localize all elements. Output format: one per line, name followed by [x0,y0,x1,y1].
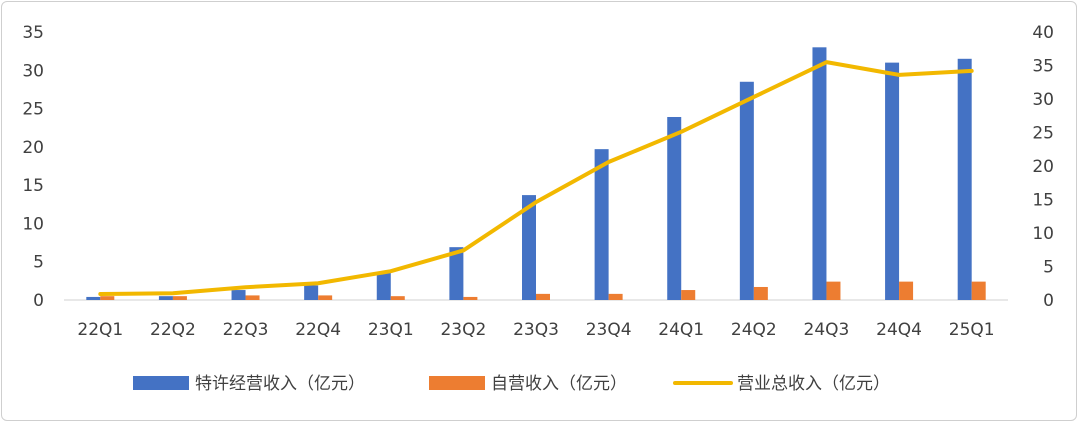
right-tick-label: 35 [1032,57,1054,77]
line-series [98,60,974,296]
legend-bar-swatch [429,376,485,390]
legend-label: 营业总收入（亿元） [737,374,890,394]
right-tick-label: 10 [1032,224,1054,244]
right-tick-label: 40 [1032,23,1054,43]
bar [318,295,333,300]
bar [812,47,827,300]
bar [608,293,623,300]
bar [826,281,841,300]
left-tick-label: 20 [22,138,44,158]
bar [899,281,914,300]
right-axis: 0 5 10 15 20 25 30 35 40 [1032,23,1054,311]
bar [681,290,696,300]
bar [885,62,900,300]
right-tick-label: 25 [1032,124,1054,144]
x-tick-label: 22Q3 [223,320,269,340]
x-tick-label: 24Q4 [876,320,922,340]
x-tick-label: 22Q1 [77,320,123,340]
line-total-revenue [98,60,974,296]
x-tick-label: 24Q2 [731,320,777,340]
x-tick-label: 22Q4 [295,320,341,340]
right-tick-label: 30 [1032,90,1054,110]
bar [231,290,246,300]
legend-bar-swatch [133,376,189,390]
x-tick-label: 23Q1 [368,320,414,340]
right-tick-label: 0 [1043,291,1054,311]
x-tick-label: 23Q4 [586,320,632,340]
right-tick-label: 15 [1032,191,1054,211]
x-tick-label: 22Q2 [150,320,196,340]
bar [390,296,405,300]
legend: 特许经营收入（亿元） 自营收入（亿元） 营业总收入（亿元） [133,374,890,394]
bar [594,149,609,300]
bar-series [86,47,986,301]
bar [957,58,972,300]
bar [971,281,986,300]
bar [376,272,391,300]
bar [753,286,768,300]
right-tick-label: 5 [1043,258,1054,278]
x-tick-label: 23Q3 [513,320,559,340]
left-tick-label: 10 [22,214,44,234]
legend-label: 特许经营收入（亿元） [195,374,365,394]
bar [463,296,478,300]
bar [304,285,319,300]
left-axis: 0 5 10 15 20 25 30 35 [22,23,44,311]
left-tick-label: 30 [22,61,44,81]
bar [172,296,187,300]
x-tick-label: 25Q1 [949,320,995,340]
bar [245,295,260,300]
right-tick-label: 20 [1032,157,1054,177]
bar [667,116,682,300]
bar [739,81,754,301]
x-tick-label: 24Q3 [804,320,850,340]
left-tick-label: 0 [33,291,44,311]
left-tick-label: 5 [33,253,44,273]
legend-label: 自营收入（亿元） [491,374,627,394]
left-tick-label: 15 [22,176,44,196]
x-tick-label: 24Q1 [658,320,704,340]
bar [86,296,101,300]
left-tick-label: 35 [22,23,44,43]
bar [522,195,536,300]
x-axis: 22Q1 22Q2 22Q3 22Q4 23Q1 23Q2 23Q3 23Q4 24Q1 24Q2… [77,320,994,340]
bar [100,296,115,300]
bar [158,296,173,300]
bar [449,247,464,300]
left-tick-label: 25 [22,100,44,120]
bar [536,293,550,300]
x-tick-label: 23Q2 [440,320,486,340]
